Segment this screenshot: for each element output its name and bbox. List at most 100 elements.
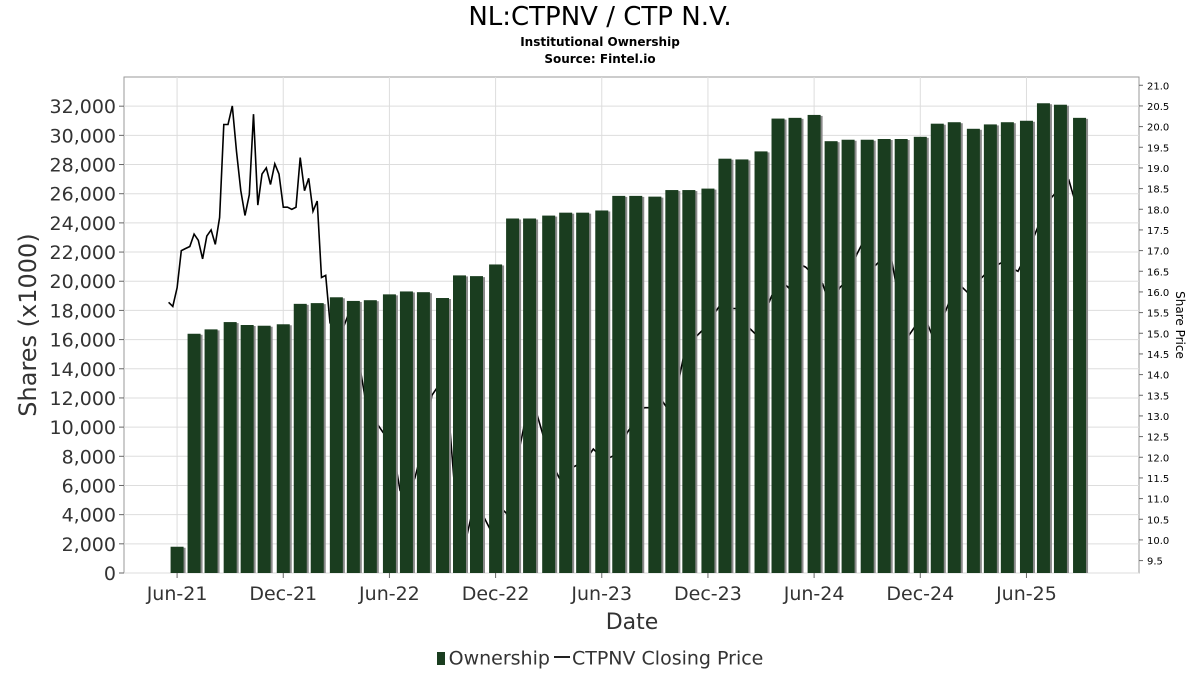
y2-tick-label: 19.5	[1147, 143, 1169, 154]
ownership-bar	[382, 294, 396, 573]
y2-tick-label: 19.0	[1147, 164, 1169, 175]
ownership-bar	[329, 297, 343, 573]
x-tick-label: Jun-21	[146, 583, 208, 605]
ownership-bars	[170, 103, 1089, 574]
y2-tick-label: 13.0	[1147, 412, 1169, 423]
legend-price-label: CTPNV Closing Price	[571, 647, 764, 670]
ownership-bar	[276, 324, 290, 573]
y2-tick-label: 9.5	[1147, 557, 1163, 568]
y-tick-label: 12,000	[50, 388, 116, 410]
y2-tick-label: 10.5	[1147, 515, 1169, 526]
ownership-bar	[771, 118, 785, 573]
ownership-bar	[453, 275, 467, 573]
y2-tick-label: 15.5	[1147, 309, 1169, 320]
y2-tick-label: 18.5	[1147, 185, 1169, 196]
ownership-bar	[310, 303, 324, 573]
ownership-bar	[648, 196, 662, 573]
ownership-bar	[240, 325, 254, 573]
x-tick-label: Jun-23	[570, 583, 632, 605]
x-tick-label: Jun-22	[358, 583, 420, 605]
y2-tick-label: 18.0	[1147, 205, 1169, 216]
y2-tick-label: 12.0	[1147, 453, 1169, 464]
ownership-bar	[363, 300, 377, 573]
y2-tick-label: 17.0	[1147, 247, 1169, 258]
ownership-bar	[489, 264, 503, 573]
ownership-bar	[841, 139, 855, 573]
ownership-bar	[257, 325, 271, 573]
y2-tick-label: 11.0	[1147, 495, 1169, 506]
left-axis: 0 2,000 4,000 6,000 8,000 10,000 12,000 14,000 1…	[50, 96, 124, 585]
ownership-bar	[595, 210, 609, 573]
y2-tick-label: 14.0	[1147, 371, 1169, 382]
y2-tick-label: 20.0	[1147, 123, 1169, 134]
ownership-bar	[204, 329, 218, 573]
y-tick-label: 2,000	[62, 534, 116, 556]
y2-tick-label: 14.5	[1147, 350, 1169, 361]
y-tick-label: 10,000	[50, 417, 116, 439]
ownership-bar	[735, 159, 749, 573]
ownership-bar	[436, 298, 450, 573]
y-tick-label: 0	[104, 563, 116, 585]
ownership-bar	[718, 158, 732, 573]
y2-axis-label: Share Price	[1173, 291, 1187, 359]
y-tick-label: 16,000	[50, 330, 116, 352]
y-tick-label: 22,000	[50, 242, 116, 264]
ownership-bar	[523, 218, 537, 573]
y2-tick-label: 10.0	[1147, 536, 1169, 547]
y2-tick-label: 11.5	[1147, 474, 1169, 485]
y-tick-label: 4,000	[62, 505, 116, 527]
x-axis: Jun-21 Dec-21 Jun-22 Dec-22 Jun-23 Dec-23 Jun-…	[146, 573, 1057, 605]
x-tick-label: Dec-21	[249, 583, 317, 605]
x-tick-label: Jun-24	[783, 583, 845, 605]
ownership-bar	[629, 195, 643, 574]
ownership-bar	[894, 139, 908, 573]
ownership-bar	[947, 122, 961, 574]
ownership-bar	[754, 151, 768, 573]
ownership-bar	[187, 333, 201, 573]
legend-ownership-label: Ownership	[448, 647, 550, 670]
y-tick-label: 30,000	[50, 125, 116, 147]
x-tick-label: Dec-23	[674, 583, 742, 605]
ownership-chart: 0 2,000 4,000 6,000 8,000 10,000 12,000 14,000 1…	[14, 76, 1187, 635]
ownership-bar	[682, 190, 696, 573]
y2-tick-label: 20.5	[1147, 102, 1169, 113]
ownership-bar	[824, 141, 838, 573]
y2-tick-label: 21.0	[1147, 81, 1169, 92]
ownership-bar	[701, 188, 715, 573]
ownership-bar	[1053, 104, 1067, 573]
chart-subtitle: Institutional Ownership	[520, 35, 680, 49]
chart-source: Source: Fintel.io	[544, 52, 656, 66]
ownership-bar	[807, 114, 821, 573]
y2-tick-label: 13.5	[1147, 391, 1169, 402]
y2-tick-label: 16.5	[1147, 267, 1169, 278]
legend: Ownership CTPNV Closing Price	[0, 647, 1200, 670]
ownership-bar	[966, 128, 980, 573]
ownership-bar	[665, 190, 679, 573]
y2-tick-label: 16.0	[1147, 288, 1169, 299]
ownership-bar	[1000, 122, 1014, 574]
ownership-bar	[877, 139, 891, 573]
y-tick-label: 26,000	[50, 184, 116, 206]
ownership-bar	[576, 212, 590, 573]
ownership-bar	[399, 291, 413, 573]
ownership-bar	[416, 292, 430, 573]
y-tick-label: 32,000	[50, 96, 116, 118]
ownership-bar	[1019, 120, 1033, 573]
y2-tick-label: 15.0	[1147, 329, 1169, 340]
ownership-bar	[542, 215, 556, 573]
x-tick-label: Dec-22	[462, 583, 530, 605]
chart-title: NL:CTPNV / CTP N.V.	[468, 2, 732, 32]
y-tick-label: 14,000	[50, 359, 116, 381]
y-tick-label: 20,000	[50, 271, 116, 293]
x-tick-label: Dec-24	[886, 583, 954, 605]
y-tick-label: 24,000	[50, 213, 116, 235]
ownership-bar	[612, 195, 626, 574]
ownership-bar	[930, 123, 944, 574]
x-tick-label: Jun-25	[995, 583, 1057, 605]
ownership-bar	[293, 303, 307, 573]
ownership-bar	[469, 276, 483, 573]
legend-ownership-swatch	[436, 652, 445, 665]
ownership-bar	[559, 212, 573, 573]
ownership-bar	[788, 117, 802, 574]
ownership-bar	[1073, 117, 1087, 574]
